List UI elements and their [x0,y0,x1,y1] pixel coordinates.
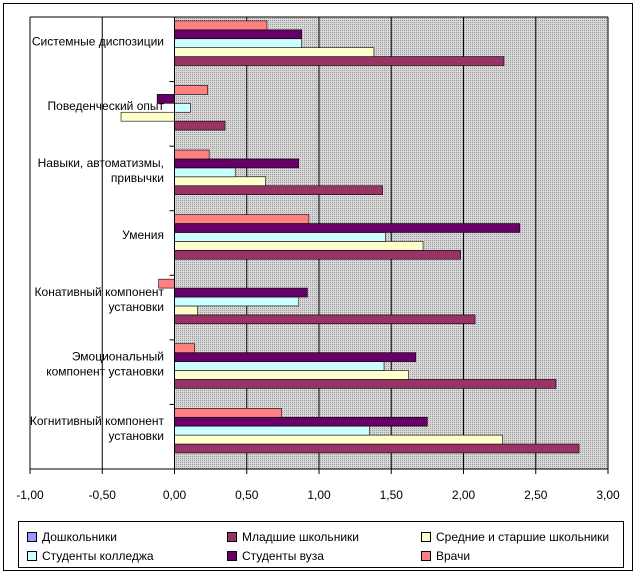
bar [174,434,503,445]
bar [174,120,226,131]
legend-swatch [27,532,37,542]
bar [174,167,236,178]
category-label-line: компонент установки [46,365,164,379]
x-tick-label: -1,00 [16,488,44,502]
bar [174,56,505,66]
category-label-line: установки [108,300,164,314]
bar [174,214,310,224]
bar [174,103,191,113]
bar [174,241,424,251]
category-label-line: Эмоциональный [72,350,164,364]
legend-item: Врачи [421,549,470,563]
bar [174,185,383,195]
legend-label: Дошкольники [42,530,117,544]
bar [174,250,461,260]
x-tick-label: 0,00 [163,488,187,502]
x-tick-label: -0,50 [89,488,117,502]
legend-item: Младшие школьники [227,530,359,544]
legend-item: Студенты колледжа [27,549,154,563]
category-label-line: Умения [122,228,164,242]
x-tick-label: 2,50 [524,488,548,502]
bar [174,20,268,31]
legend-item: Дошкольники [27,530,117,544]
x-tick-label: 0,50 [235,488,259,502]
bar [174,416,428,427]
bar [174,296,300,307]
bar [174,305,198,316]
legend-swatch [421,551,431,561]
category-label: Эмоциональный компонент установки [46,350,164,379]
bar [120,111,175,122]
chart-frame: -1,00 -0,50 0,00 0,50 1,00 1,50 2,00 2,50 3,00 С… [3,3,633,571]
legend-swatch [227,532,237,542]
bar [174,232,386,242]
legend-label: Врачи [436,549,471,563]
category-label: Системные диспозиции [32,34,164,48]
bar [174,287,308,298]
x-tick-label: 1,00 [307,488,331,502]
bar-chart: -1,00 -0,50 0,00 0,50 1,00 1,50 2,00 2,50 3,00 С… [16,16,620,502]
bar [174,149,210,160]
bar [174,314,476,325]
legend-swatch [227,551,237,561]
bar [174,379,557,389]
category-label-line: Навыки, автоматизмы, [38,156,164,170]
bar [174,443,580,454]
x-tick-label: 1,50 [380,488,404,502]
category-label: Умения [122,228,164,242]
bar [174,370,409,380]
category-label-line: Системные диспозиции [32,34,164,48]
category-label-line: привычки [111,171,164,185]
x-tick-label: 2,00 [452,488,476,502]
x-tick-label: 3,00 [596,488,620,502]
legend-label: Студенты колледжа [42,549,154,563]
category-label-line: установки [108,429,164,443]
bar [174,158,300,169]
bar [174,361,385,371]
category-label-line: Конативный компонент [35,285,165,299]
category-label: Конативный компонент установки [35,285,165,314]
bar [174,85,209,95]
bar [174,343,196,353]
bar [174,425,370,436]
category-label-line: Когнитивный компонент [30,414,165,428]
bar [174,352,417,362]
category-label: Навыки, автоматизмы, привычки [38,156,164,185]
legend-label: Младшие школьники [242,530,359,544]
legend-swatch [421,532,431,542]
bar [174,47,375,57]
bar [174,223,521,233]
legend-swatch [27,551,37,561]
bar [174,38,302,48]
legend: Дошкольники Младшие школьники Средние и … [18,521,624,568]
category-label: Поведенческий опыт [48,99,165,113]
legend-item: Средние и старшие школьники [421,530,609,544]
category-label: Когнитивный компонент установки [30,414,165,443]
category-label-line: Поведенческий опыт [48,99,165,113]
bar [174,29,302,40]
legend-item: Студенты вуза [227,549,324,563]
legend-label: Средние и старшие школьники [436,530,610,544]
legend-label: Студенты вуза [242,549,324,563]
bar [174,408,282,418]
bar [174,176,266,187]
